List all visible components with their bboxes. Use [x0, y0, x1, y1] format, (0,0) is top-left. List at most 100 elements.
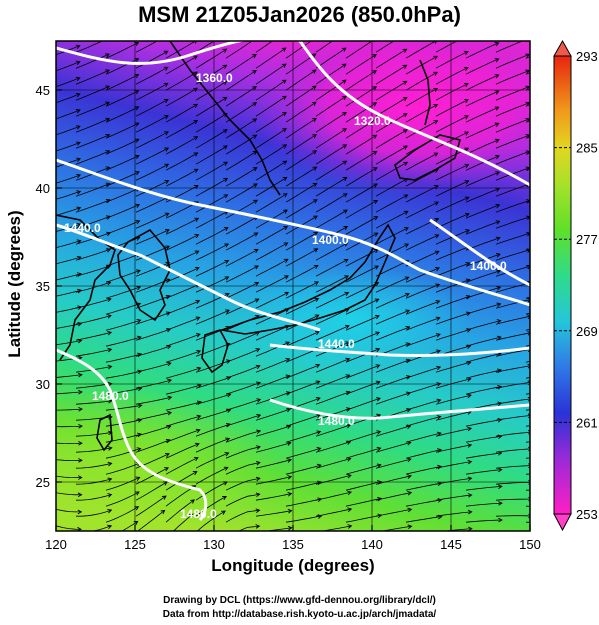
streamline [465, 469, 502, 475]
streamline-arrow [282, 32, 286, 36]
streamline-arrow [373, 199, 379, 204]
streamline-arrow [106, 281, 112, 286]
streamline-arrow [526, 297, 530, 303]
streamline-arrow [372, 167, 378, 172]
streamline-arrow [466, 344, 472, 349]
streamline [435, 51, 469, 69]
streamline-arrow [558, 540, 562, 544]
streamline [135, 467, 169, 485]
streamline-arrow [164, 163, 170, 168]
streamline [225, 331, 260, 347]
streamline [56, 45, 80, 56]
streamline [465, 336, 501, 347]
streamline [495, 299, 530, 309]
streamline [465, 171, 500, 187]
streamline-arrow [255, 508, 261, 513]
streamline [165, 55, 198, 75]
streamline-arrow [436, 365, 442, 371]
streamline-arrow [76, 190, 82, 195]
streamline [255, 408, 291, 421]
streamline-arrow [77, 288, 82, 294]
streamline-arrow [437, 498, 443, 503]
streamline [255, 193, 288, 213]
streamline [285, 199, 318, 219]
streamline [75, 494, 112, 501]
streamline-arrow [312, 134, 317, 139]
streamline-arrow [255, 364, 261, 370]
contour-label: 1440.0 [318, 337, 355, 351]
streamline-arrow [76, 206, 82, 212]
streamline-arrow [497, 434, 503, 440]
y-tick-label: 40 [36, 181, 50, 196]
streamline-arrow [287, 525, 293, 531]
streamline [255, 226, 288, 245]
streamline [165, 71, 198, 91]
streamline [465, 486, 502, 491]
credit-line-1: Drawing by DCL (https://www.gfd-dennou.o… [163, 595, 436, 606]
streamline-arrow [77, 509, 83, 515]
streamline [225, 102, 257, 123]
streamline [195, 227, 229, 245]
streamline [195, 481, 228, 501]
colorbar-tick-label: 269 [576, 324, 598, 339]
streamline [105, 122, 139, 139]
streamline [435, 180, 469, 197]
streamline [495, 102, 530, 117]
streamline [195, 48, 227, 69]
streamline-arrow [376, 446, 382, 452]
streamline-arrow [343, 258, 349, 263]
streamline-arrow [435, 333, 441, 338]
contour-label: 1480.0 [180, 507, 217, 521]
streamline [465, 369, 502, 379]
streamline [435, 394, 471, 405]
streamline [315, 341, 350, 357]
streamline [255, 510, 292, 517]
streamline-arrow [286, 407, 292, 413]
streamline [345, 414, 381, 427]
streamline [495, 448, 530, 453]
streamline [495, 216, 530, 229]
streamline [135, 262, 170, 277]
streamline-arrow [375, 331, 381, 336]
streamline [405, 88, 438, 107]
streamline-arrow [107, 477, 113, 482]
streamline-arrow [164, 147, 170, 152]
y-tick-label: 30 [36, 377, 50, 392]
streamline [495, 183, 530, 197]
colorbar-min-arrow [553, 513, 572, 532]
streamline [56, 408, 83, 411]
coastline-honshu [218, 223, 396, 335]
streamline-arrow [193, 136, 199, 141]
streamline [105, 74, 139, 91]
streamline [135, 50, 168, 69]
streamline-arrow [256, 381, 261, 386]
streamline-arrow [190, 499, 195, 504]
streamline-arrow [76, 157, 81, 162]
streamline [315, 242, 348, 261]
streamline-arrow [136, 285, 142, 291]
streamline [375, 64, 407, 85]
streamline [285, 515, 322, 523]
streamline-arrow [315, 363, 321, 369]
streamline-arrow [222, 80, 228, 86]
streamline-arrow [164, 229, 170, 234]
x-axis-ticks: 120 125 130 135 140 145 150 [45, 525, 541, 552]
streamline [263, 527, 292, 531]
streamline [135, 147, 169, 165]
streamline [75, 248, 111, 261]
streamline-arrow [465, 262, 471, 267]
streamline [285, 298, 319, 315]
streamline-arrow [402, 80, 408, 86]
streamline-arrow [134, 138, 140, 143]
streamline [105, 404, 142, 411]
streamline-arrow [318, 532, 322, 536]
streamline-arrow [495, 203, 501, 209]
streamline [465, 419, 502, 427]
streamline-arrow [497, 384, 503, 390]
colorbar-tick-label: 285 [576, 141, 598, 156]
streamline [225, 216, 258, 235]
streamline [255, 493, 292, 501]
streamline [375, 145, 408, 165]
streamline [375, 243, 409, 261]
streamline [465, 188, 500, 203]
